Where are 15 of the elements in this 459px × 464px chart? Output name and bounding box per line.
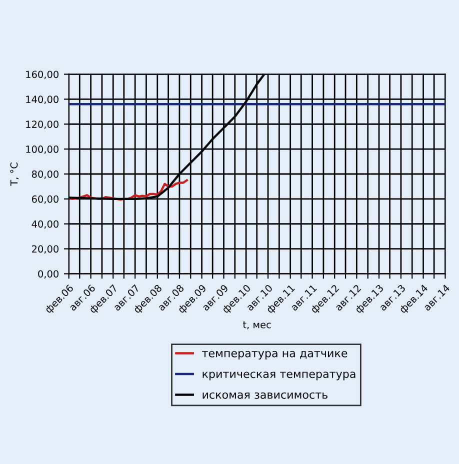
y-tick-label: 0,00 <box>38 270 58 279</box>
y-axis-title: T, °C <box>10 162 19 186</box>
x-axis-title: t, мес <box>242 321 271 330</box>
y-tick-label: 100,00 <box>26 146 58 154</box>
y-tick-label: 80,00 <box>32 170 58 179</box>
y-tick-label: 140,00 <box>26 96 58 104</box>
y-tick-label: 160,00 <box>26 70 58 80</box>
y-tick-label: 60,00 <box>32 195 58 204</box>
legend-label: критическая температура <box>202 372 356 380</box>
y-tick-label: 120,00 <box>26 120 58 129</box>
y-tick-label: 20,00 <box>32 245 58 254</box>
line-series <box>68 179 188 201</box>
legend-label: температура на датчике <box>202 350 348 360</box>
legend-label: искомая зависимость <box>202 392 328 399</box>
y-tick-label: 40,00 <box>32 220 58 229</box>
